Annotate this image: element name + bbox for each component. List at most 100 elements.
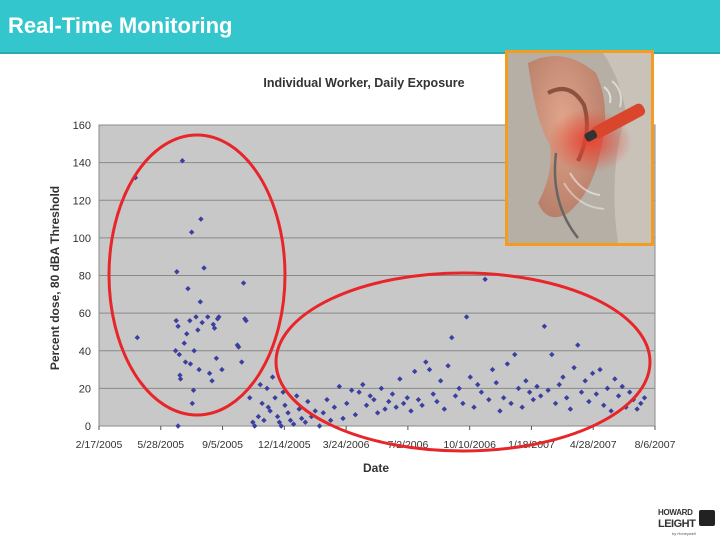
ear-dosimeter-photo (505, 50, 654, 246)
data-point (305, 398, 311, 405)
data-points (132, 158, 648, 429)
data-point (478, 389, 485, 395)
x-axis-label: Date (363, 461, 389, 475)
data-point (382, 406, 388, 412)
data-point (497, 408, 503, 414)
data-point (209, 378, 215, 384)
logo-mark-icon (699, 510, 715, 526)
data-point (474, 381, 481, 388)
data-point (190, 387, 197, 393)
data-point (393, 404, 399, 410)
chart-title: Individual Worker, Daily Exposure (263, 76, 464, 90)
data-point (195, 327, 201, 333)
data-point (519, 404, 525, 410)
data-point (276, 419, 283, 425)
data-point (456, 385, 462, 392)
y-tick-label: 0 (85, 421, 91, 433)
y-tick-label: 60 (79, 308, 91, 320)
data-point (452, 393, 459, 399)
data-point (601, 402, 607, 409)
data-point (411, 368, 418, 375)
data-point (352, 412, 359, 418)
data-point (423, 359, 429, 365)
y-tick-labels: 0 20 40 60 80 100 120 140 160 (73, 120, 91, 433)
data-point (404, 395, 410, 401)
data-point (408, 408, 414, 414)
data-point (634, 406, 640, 412)
data-point (641, 395, 648, 401)
page-title: Real-Time Monitoring (8, 13, 233, 38)
data-point (265, 404, 271, 410)
data-point (556, 381, 562, 388)
data-point (534, 383, 540, 390)
y-tick-label: 20 (79, 383, 91, 395)
data-point (340, 415, 346, 422)
data-point (486, 396, 492, 403)
data-point (290, 421, 297, 427)
data-point (493, 380, 499, 386)
data-point (560, 374, 566, 380)
data-point (415, 396, 422, 403)
data-point (378, 385, 385, 392)
data-point (205, 314, 211, 320)
x-tick-label: 8/6/2007 (635, 439, 676, 451)
data-point (211, 325, 218, 331)
data-point (184, 331, 190, 337)
data-point (191, 348, 197, 354)
data-point (526, 389, 533, 395)
x-tick-label: 2/17/2005 (76, 439, 123, 451)
x-tick-label: 10/10/2006 (443, 439, 496, 451)
data-point (213, 355, 220, 361)
data-point (199, 319, 205, 326)
highlight-ellipse-early (107, 133, 287, 417)
data-point (250, 419, 256, 425)
x-tick-label: 4/28/2007 (570, 439, 617, 451)
data-point (320, 410, 326, 416)
y-tick-label: 120 (73, 195, 91, 207)
data-point (530, 396, 536, 403)
y-tick-label: 80 (79, 271, 91, 283)
data-point (272, 395, 278, 401)
data-point (437, 378, 444, 384)
data-point (371, 396, 377, 403)
data-point (504, 361, 511, 367)
data-point (575, 342, 581, 348)
data-point (389, 391, 396, 397)
data-point (386, 398, 392, 405)
data-point (278, 423, 284, 429)
data-point (615, 393, 622, 399)
data-point (563, 395, 570, 401)
data-point (187, 361, 194, 367)
data-point (176, 351, 183, 358)
data-point (434, 398, 440, 405)
data-point (302, 419, 309, 425)
data-point (512, 351, 518, 358)
data-point (538, 393, 544, 399)
data-point (449, 334, 455, 341)
data-point (316, 423, 323, 429)
data-point (523, 378, 529, 384)
data-point (541, 323, 548, 329)
data-point (243, 317, 249, 324)
data-point (515, 385, 522, 392)
highlight-ellipse-late (274, 271, 652, 453)
data-point (239, 359, 245, 365)
logo-line1: HOWARD (658, 508, 693, 517)
data-point (175, 323, 181, 329)
data-point (482, 276, 488, 282)
data-point (500, 395, 507, 401)
data-point (293, 393, 300, 399)
data-point (363, 402, 370, 409)
data-point (604, 385, 611, 392)
data-point (445, 363, 451, 369)
data-point (626, 389, 633, 395)
data-point (331, 404, 338, 410)
data-point (181, 340, 187, 346)
data-point (348, 387, 355, 393)
y-tick-label: 160 (73, 120, 91, 132)
data-point (419, 402, 425, 409)
data-point (578, 389, 585, 395)
data-point (471, 404, 477, 410)
data-point (247, 395, 253, 401)
data-point (356, 389, 362, 395)
